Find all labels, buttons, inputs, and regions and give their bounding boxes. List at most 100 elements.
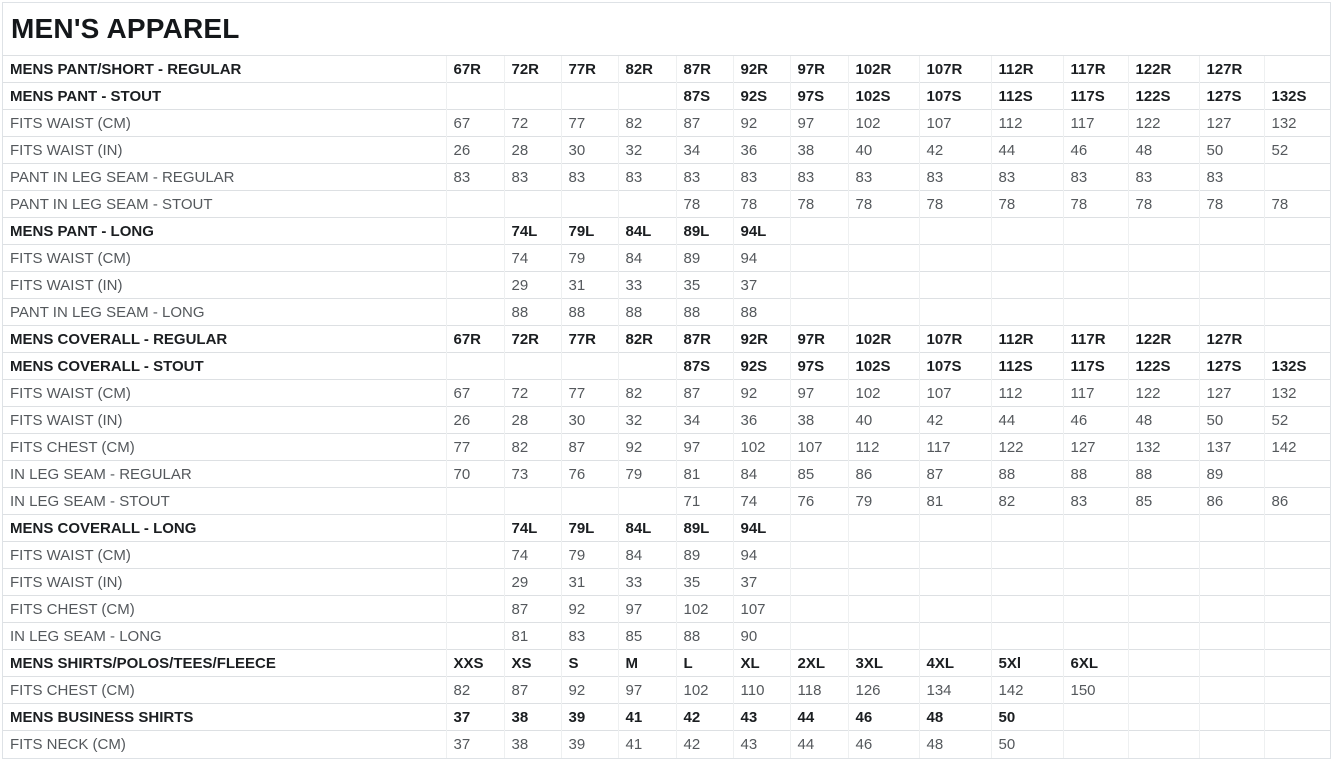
size-cell: 127S xyxy=(1198,352,1264,380)
size-cell: 74L xyxy=(503,514,561,542)
size-cell: 37 xyxy=(445,703,504,731)
size-cell xyxy=(1127,595,1199,623)
size-cell xyxy=(445,244,504,272)
table-row: FITS CHEST (CM) 87 92 97 102 107 xyxy=(3,595,1330,623)
size-cell: 42 xyxy=(918,406,991,434)
size-cell xyxy=(1127,541,1199,569)
size-cell xyxy=(617,190,676,218)
size-cell: 87 xyxy=(675,109,733,137)
size-cell xyxy=(445,595,504,623)
row-label: MENS COVERALL - LONG xyxy=(3,514,446,542)
size-cell: 107R xyxy=(918,55,991,83)
size-cell: 33 xyxy=(617,271,676,299)
size-cell: 76 xyxy=(560,460,618,488)
size-cell: 102 xyxy=(675,676,733,704)
size-cell: 28 xyxy=(503,136,561,164)
size-cell: 89 xyxy=(1198,460,1264,488)
size-cell xyxy=(789,217,848,245)
size-cell: 102 xyxy=(847,379,919,407)
size-cell xyxy=(445,271,504,299)
size-cell xyxy=(990,244,1063,272)
size-cell: 117 xyxy=(918,433,991,461)
size-cell: 36 xyxy=(732,406,790,434)
size-cell xyxy=(990,271,1063,299)
size-cell xyxy=(1198,676,1264,704)
size-cell: 77 xyxy=(560,379,618,407)
size-cell xyxy=(1198,622,1264,650)
size-cell: 40 xyxy=(847,406,919,434)
size-cell xyxy=(990,595,1063,623)
size-cell: 83 xyxy=(1127,163,1199,191)
size-cell: 83 xyxy=(732,163,790,191)
size-cell: 122 xyxy=(1127,109,1199,137)
size-cell xyxy=(1263,541,1330,569)
size-cell xyxy=(847,298,919,326)
size-cell: 81 xyxy=(675,460,733,488)
size-cell: 52 xyxy=(1263,136,1330,164)
size-cell: 97S xyxy=(789,82,848,110)
size-cell: 87R xyxy=(675,325,733,353)
size-cell xyxy=(445,541,504,569)
size-cell xyxy=(918,595,991,623)
size-cell: 83 xyxy=(675,163,733,191)
row-label: MENS COVERALL - REGULAR xyxy=(3,325,446,353)
row-label: MENS COVERALL - STOUT xyxy=(3,352,446,380)
size-cell: 50 xyxy=(990,703,1063,731)
size-cell: 107 xyxy=(789,433,848,461)
size-cell xyxy=(503,352,561,380)
size-cell: 74L xyxy=(503,217,561,245)
size-cell: 134 xyxy=(918,676,991,704)
section-header-row: MENS BUSINESS SHIRTS 37 38 39 41 42 43 44 46 48 50 xyxy=(3,703,1330,731)
size-cell: 82 xyxy=(990,487,1063,515)
size-cell xyxy=(1062,703,1128,731)
size-cell: 87R xyxy=(675,55,733,83)
size-cell: 137 xyxy=(1198,433,1264,461)
size-cell xyxy=(789,568,848,596)
table-row: PANT IN LEG SEAM - LONG 88 88 88 88 88 xyxy=(3,298,1330,326)
size-cell: 42 xyxy=(675,703,733,731)
size-cell: 127 xyxy=(1198,379,1264,407)
size-cell: 44 xyxy=(789,730,848,758)
size-cell xyxy=(789,298,848,326)
table-row: FITS CHEST (CM) 82 87 92 97 102 110 118 126 134 14… xyxy=(3,676,1330,704)
size-cell: 79 xyxy=(560,244,618,272)
size-cell xyxy=(1198,244,1264,272)
size-cell: 84 xyxy=(617,244,676,272)
size-cell: 48 xyxy=(1127,136,1199,164)
size-cell xyxy=(918,271,991,299)
size-cell xyxy=(789,622,848,650)
row-label: IN LEG SEAM - REGULAR xyxy=(3,460,446,488)
size-cell xyxy=(1263,271,1330,299)
row-label: FITS WAIST (CM) xyxy=(3,109,446,137)
size-cell: 79 xyxy=(847,487,919,515)
size-cell: 127 xyxy=(1062,433,1128,461)
size-cell: XXS xyxy=(445,649,504,677)
size-cell: 77R xyxy=(560,325,618,353)
size-cell xyxy=(990,514,1063,542)
size-cell: 3XL xyxy=(847,649,919,677)
size-cell: 88 xyxy=(1062,460,1128,488)
size-cell: 83 xyxy=(560,163,618,191)
size-cell: 92 xyxy=(560,595,618,623)
size-cell xyxy=(1263,55,1330,83)
size-cell: 86 xyxy=(1198,487,1264,515)
size-cell: 94 xyxy=(732,244,790,272)
table-row: FITS WAIST (CM) 67 72 77 82 87 92 97 102 107 112 11… xyxy=(3,379,1330,407)
size-cell: 97S xyxy=(789,352,848,380)
size-cell: L xyxy=(675,649,733,677)
size-cell: 97R xyxy=(789,325,848,353)
size-cell: 26 xyxy=(445,406,504,434)
row-label: FITS CHEST (CM) xyxy=(3,433,446,461)
row-label: FITS WAIST (IN) xyxy=(3,406,446,434)
size-cell: 142 xyxy=(990,676,1063,704)
size-cell: 81 xyxy=(503,622,561,650)
size-cell: 4XL xyxy=(918,649,991,677)
row-label: MENS PANT/SHORT - REGULAR xyxy=(3,55,446,83)
size-cell: 84 xyxy=(617,541,676,569)
size-cell xyxy=(1062,622,1128,650)
size-cell xyxy=(789,595,848,623)
size-cell: 126 xyxy=(847,676,919,704)
size-cell xyxy=(1062,298,1128,326)
size-cell xyxy=(503,487,561,515)
size-cell xyxy=(1127,622,1199,650)
